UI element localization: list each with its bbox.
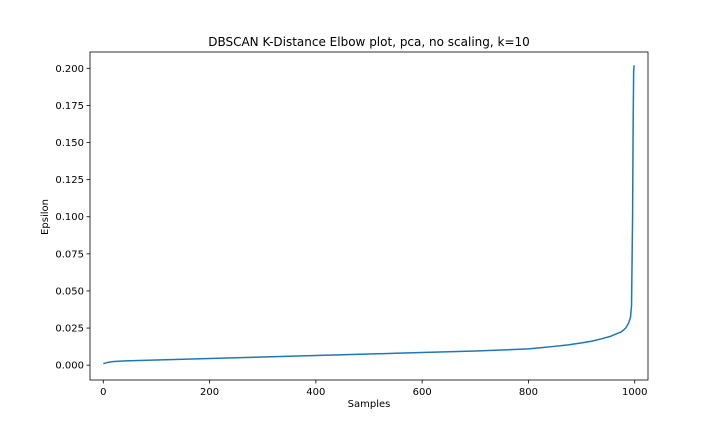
x-tick-label: 1000 [622,387,647,398]
plot-area: 0 200 400 600 800 1000 0.000 0.025 0.050 0.075 0.1… [55,51,649,398]
x-tick-label: 0 [100,387,106,398]
series-line-0 [103,65,635,365]
y-tick-label: 0.150 [55,138,84,149]
x-tick-label: 800 [519,387,538,398]
y-tick-label: 0.175 [55,101,84,112]
y-tick-label: 0.125 [55,175,84,186]
plot-frame [89,51,649,381]
chart-title: DBSCAN K-Distance Elbow plot, pca, no sc… [208,35,530,49]
y-tick-label: 0.050 [55,286,84,297]
y-tick-label: 0.025 [55,324,84,335]
y-tick-label: 0.075 [55,249,84,260]
x-tick-label: 400 [306,387,325,398]
x-tick-label: 600 [413,387,432,398]
y-axis-label: Epsilon [40,199,51,235]
x-axis-label: Samples [348,399,391,410]
y-tick-label: 0.000 [55,361,84,372]
y-tick-label: 0.200 [55,64,84,75]
x-tick-label: 200 [200,387,219,398]
y-tick-label: 0.100 [55,212,84,223]
